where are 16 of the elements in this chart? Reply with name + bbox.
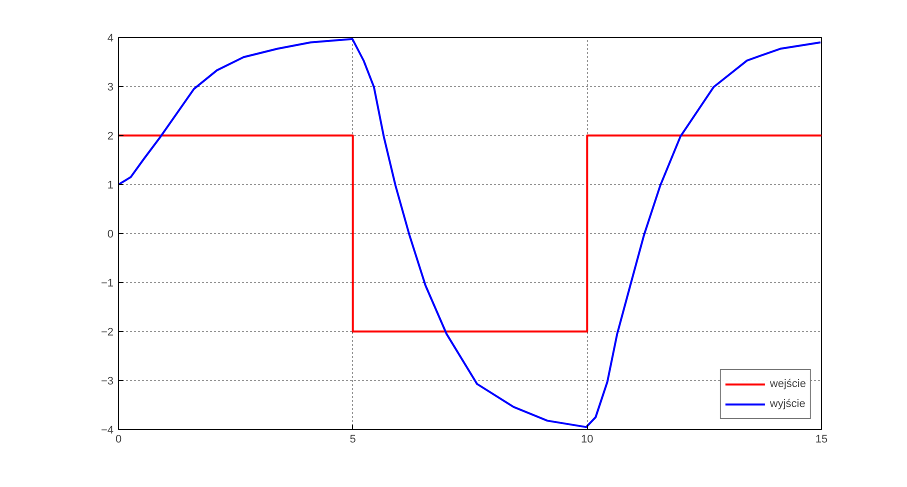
legend-label: wejście <box>770 378 806 390</box>
x-tick-label: 15 <box>815 434 828 446</box>
y-tick-label: −2 <box>100 326 114 338</box>
y-tick-label: 3 <box>107 82 114 94</box>
y-tick-label: 0 <box>107 228 114 240</box>
x-tick-label: 0 <box>115 434 122 446</box>
y-tick-label: −4 <box>100 424 114 436</box>
y-tick-label: 4 <box>107 32 114 44</box>
y-tick-label: 1 <box>107 180 114 192</box>
line-series <box>118 38 822 428</box>
legend-label: wyjście <box>770 398 806 410</box>
x-tick-label: 5 <box>350 434 356 446</box>
y-tick-label: −1 <box>100 278 114 290</box>
y-tick-label: −3 <box>100 376 114 388</box>
y-tick-label: 2 <box>107 130 114 142</box>
x-tick-label: 10 <box>581 434 594 446</box>
